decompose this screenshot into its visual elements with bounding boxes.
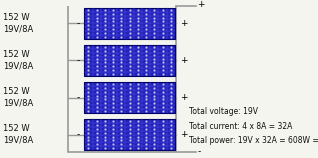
Text: -: -	[76, 19, 80, 28]
Text: -: -	[76, 56, 80, 65]
Bar	[84, 8, 175, 39]
Text: +: +	[180, 56, 187, 65]
Text: Total voltage: 19V: Total voltage: 19V	[189, 107, 258, 116]
Text: +: +	[180, 19, 187, 28]
Text: Total power: 19V x 32A = 608W = 4 x 152W: Total power: 19V x 32A = 608W = 4 x 152W	[189, 136, 318, 145]
Bar	[84, 82, 175, 113]
Bar	[84, 45, 175, 76]
Text: 152 W
19V/8A: 152 W 19V/8A	[3, 87, 33, 108]
Text: -: -	[76, 93, 80, 102]
Text: +: +	[180, 130, 187, 139]
Text: +: +	[180, 93, 187, 102]
Text: 152 W
19V/8A: 152 W 19V/8A	[3, 12, 33, 33]
Bar	[84, 119, 175, 150]
Text: -: -	[76, 130, 80, 139]
Text: -: -	[197, 147, 200, 156]
Text: 152 W
19V/8A: 152 W 19V/8A	[3, 124, 33, 145]
Text: +: +	[197, 0, 205, 9]
Text: Total current: 4 x 8A = 32A: Total current: 4 x 8A = 32A	[189, 122, 293, 131]
Text: 152 W
19V/8A: 152 W 19V/8A	[3, 50, 33, 70]
